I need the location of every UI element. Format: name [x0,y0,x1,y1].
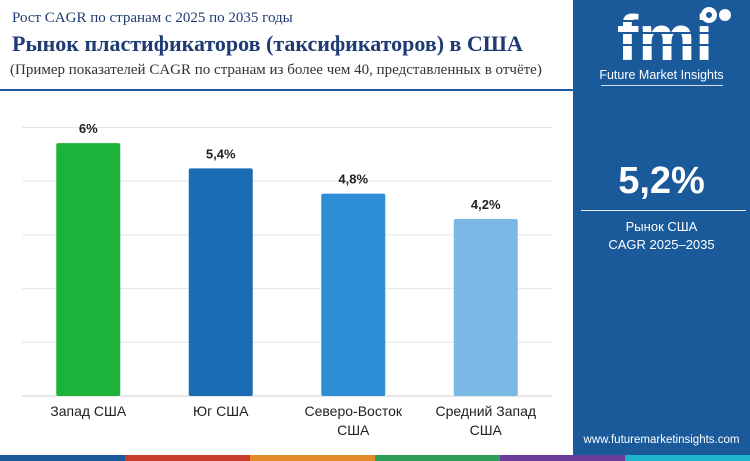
chart-subtitle: Рост CAGR по странам с 2025 по 2035 годы [12,10,293,26]
bar-value-label: 5,4% [206,146,236,161]
strip-segment [375,455,500,461]
strip-segment [250,455,375,461]
kpi-label-period: CAGR 2025–2035 [608,237,715,252]
category-label: Северо-Восток [305,403,403,419]
category-label: США [470,422,503,438]
chart-title: Рынок пластификаторов (таксификаторов) в… [12,31,523,56]
fmi-logo: fmi [595,6,735,68]
category-label: Юг США [193,403,249,419]
chart-note: (Пример показателей CAGR по странам из б… [10,62,542,78]
sidebar-panel: fmi Future Market Insights 5,2% Рынок СШ… [573,0,750,461]
bar [56,143,121,396]
category-label: Средний Запад [435,403,536,419]
strip-segment [625,455,750,461]
kpi-value: 5,2% [618,160,705,202]
strip-segment [125,455,250,461]
logo-caption: Future Market Insights [599,68,724,82]
category-labels: Запад США Юг США Северо-Восток США Средний З… [50,403,536,438]
fmi-logo-text: fmi [617,6,713,68]
kpi-divider [581,210,746,211]
category-label: Запад США [50,403,127,419]
bar [321,193,386,396]
bar [453,218,518,396]
bar [188,168,253,396]
kpi-label-market: Рынок США [625,219,698,234]
bar-value-label: 6% [79,121,98,136]
header-separator [0,89,573,91]
logo-divider [601,85,723,86]
logo-stripes [595,20,735,46]
strip-segment [0,455,125,461]
value-labels: 6% 5,4% 4,8% 4,2% [79,121,501,212]
bar-value-label: 4,2% [471,197,501,212]
chart-panel: Рост CAGR по странам с 2025 по 2035 годы… [0,10,573,438]
globe-icon [701,7,731,23]
bars [56,143,518,396]
bar-value-label: 4,8% [338,172,368,187]
category-label: США [337,422,370,438]
bottom-color-strip [0,455,750,461]
bar-chart: 6% 5,4% 4,8% 4,2% Запад США Юг США Северо-Вос… [22,121,552,438]
strip-segment [500,455,625,461]
website-link[interactable]: www.futuremarketinsights.com [583,434,740,446]
